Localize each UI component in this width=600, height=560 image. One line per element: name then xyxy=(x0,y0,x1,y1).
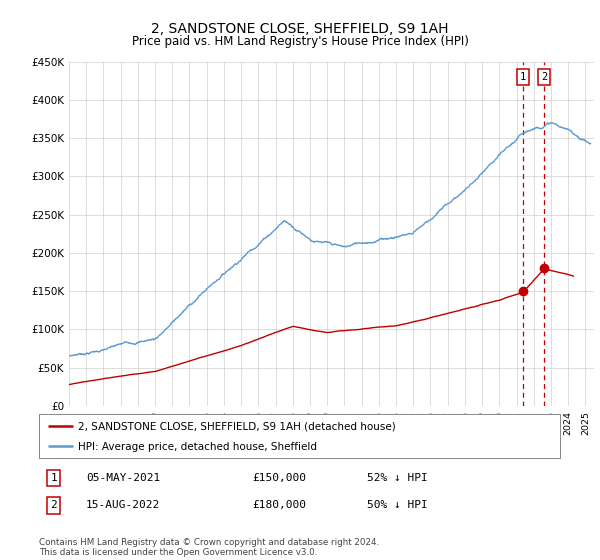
Text: £150,000: £150,000 xyxy=(253,473,307,483)
Text: 2, SANDSTONE CLOSE, SHEFFIELD, S9 1AH: 2, SANDSTONE CLOSE, SHEFFIELD, S9 1AH xyxy=(151,22,449,36)
Text: HPI: Average price, detached house, Sheffield: HPI: Average price, detached house, Shef… xyxy=(78,442,317,452)
Text: 05-MAY-2021: 05-MAY-2021 xyxy=(86,473,160,483)
Text: 2, SANDSTONE CLOSE, SHEFFIELD, S9 1AH (detached house): 2, SANDSTONE CLOSE, SHEFFIELD, S9 1AH (d… xyxy=(78,421,396,431)
Text: 2: 2 xyxy=(541,72,548,82)
Text: 1: 1 xyxy=(50,473,57,483)
Text: 1: 1 xyxy=(520,72,526,82)
Text: £180,000: £180,000 xyxy=(253,501,307,511)
Text: Contains HM Land Registry data © Crown copyright and database right 2024.
This d: Contains HM Land Registry data © Crown c… xyxy=(39,538,379,557)
Text: 52% ↓ HPI: 52% ↓ HPI xyxy=(367,473,428,483)
Text: 15-AUG-2022: 15-AUG-2022 xyxy=(86,501,160,511)
Text: 2: 2 xyxy=(50,501,57,511)
Text: Price paid vs. HM Land Registry's House Price Index (HPI): Price paid vs. HM Land Registry's House … xyxy=(131,35,469,48)
Text: 50% ↓ HPI: 50% ↓ HPI xyxy=(367,501,428,511)
